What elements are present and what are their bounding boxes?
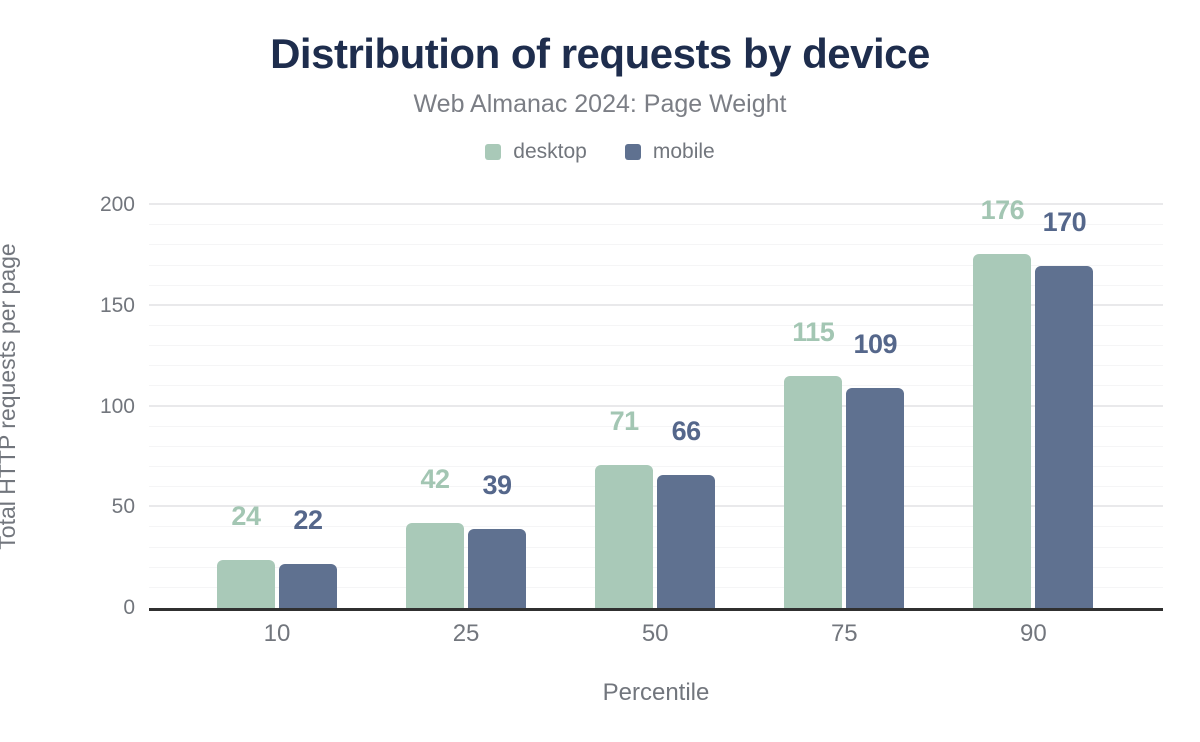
legend-swatch-desktop <box>485 144 502 160</box>
bar-value-label-mobile-p50: 66 <box>671 416 702 447</box>
bar-mobile-p25: 39 <box>468 472 527 608</box>
gridline-minor-160 <box>149 284 1163 286</box>
legend-swatch-mobile <box>624 144 641 160</box>
bar-value-label-mobile-p90: 170 <box>1042 206 1087 237</box>
gridline-major-150 <box>149 303 1163 306</box>
gridline-minor-180 <box>149 244 1163 246</box>
y-tick-label-50: 50 <box>111 495 135 519</box>
bar-mobile-p75: 109 <box>846 331 905 608</box>
y-tick-label-0: 0 <box>123 596 135 619</box>
legend-item-mobile[interactable]: mobile <box>624 140 715 164</box>
bar-desktop-p75: 115 <box>784 319 843 608</box>
bar-group-p10: 24 22 <box>216 185 337 608</box>
bar-mobile-p50: 66 <box>657 418 716 608</box>
gridline-minor-40 <box>149 526 1163 528</box>
bar-desktop-p90: 176 <box>973 196 1032 608</box>
x-tick-label-90: 90 <box>1020 620 1047 647</box>
bar-value-label-mobile-p75: 109 <box>853 329 898 360</box>
gridline-minor-20 <box>149 566 1163 568</box>
gridline-major-50 <box>149 505 1163 508</box>
bar-group-p50: 71 66 <box>595 185 716 608</box>
gridline-minor-30 <box>149 546 1163 548</box>
gridline-major-200 <box>149 203 1163 206</box>
x-tick-label-25: 25 <box>452 620 480 647</box>
chart-subtitle: Web Almanac 2024: Page Weight <box>413 90 787 118</box>
x-tick-label-75: 75 <box>830 620 858 647</box>
gridline-major-100 <box>149 404 1163 407</box>
bar-value-label-desktop-p25: 42 <box>420 464 451 495</box>
bar-mobile-p90: 170 <box>1035 208 1094 608</box>
y-tick-label-100: 100 <box>99 394 135 418</box>
gridline-minor-110 <box>149 385 1163 387</box>
y-tick-label-150: 150 <box>99 293 135 317</box>
legend-label: mobile <box>652 140 715 163</box>
plot-area: Total HTTP requests per page 24 22 42 39 71 6… <box>0 185 1163 611</box>
y-tick-label-200: 200 <box>99 193 135 217</box>
gridline-minor-10 <box>149 586 1163 588</box>
bar-group-p90: 176 170 <box>973 185 1094 608</box>
bar-value-label-desktop-p50: 71 <box>609 406 640 436</box>
bar-value-label-desktop-p90: 176 <box>980 194 1025 225</box>
gridline-minor-120 <box>149 365 1163 367</box>
bar-group-p75: 115 109 <box>784 185 905 608</box>
gridline-minor-90 <box>149 425 1163 427</box>
gridline-minor-70 <box>149 466 1163 468</box>
legend-item-desktop[interactable]: desktop <box>485 140 587 164</box>
bar-value-label-desktop-p10: 24 <box>231 500 261 531</box>
gridline-minor-130 <box>149 345 1163 347</box>
bar-value-label-mobile-p25: 39 <box>482 470 513 501</box>
legend-label: desktop <box>513 140 587 163</box>
gridline-minor-80 <box>149 445 1163 447</box>
x-tick-label-10: 10 <box>263 620 291 647</box>
gridline-minor-60 <box>149 486 1163 488</box>
bar-mobile-p10: 22 <box>278 506 337 608</box>
gridline-minor-190 <box>149 224 1163 226</box>
gridline-minor-170 <box>149 264 1163 266</box>
bar-group-p25: 42 39 <box>406 185 527 608</box>
bar-desktop-p50: 71 <box>595 408 654 608</box>
bar-desktop-p25: 42 <box>406 466 465 608</box>
bar-desktop-p10: 24 <box>216 502 275 608</box>
bar-value-label-desktop-p75: 115 <box>792 317 835 348</box>
gridline-minor-140 <box>149 325 1163 327</box>
chart-title: Distribution of requests by device <box>270 30 930 77</box>
legend: desktop mobile <box>0 140 1200 164</box>
x-tick-label-50: 50 <box>641 620 669 647</box>
x-axis-title: Percentile <box>602 679 710 706</box>
bar-value-label-mobile-p10: 22 <box>293 504 323 535</box>
